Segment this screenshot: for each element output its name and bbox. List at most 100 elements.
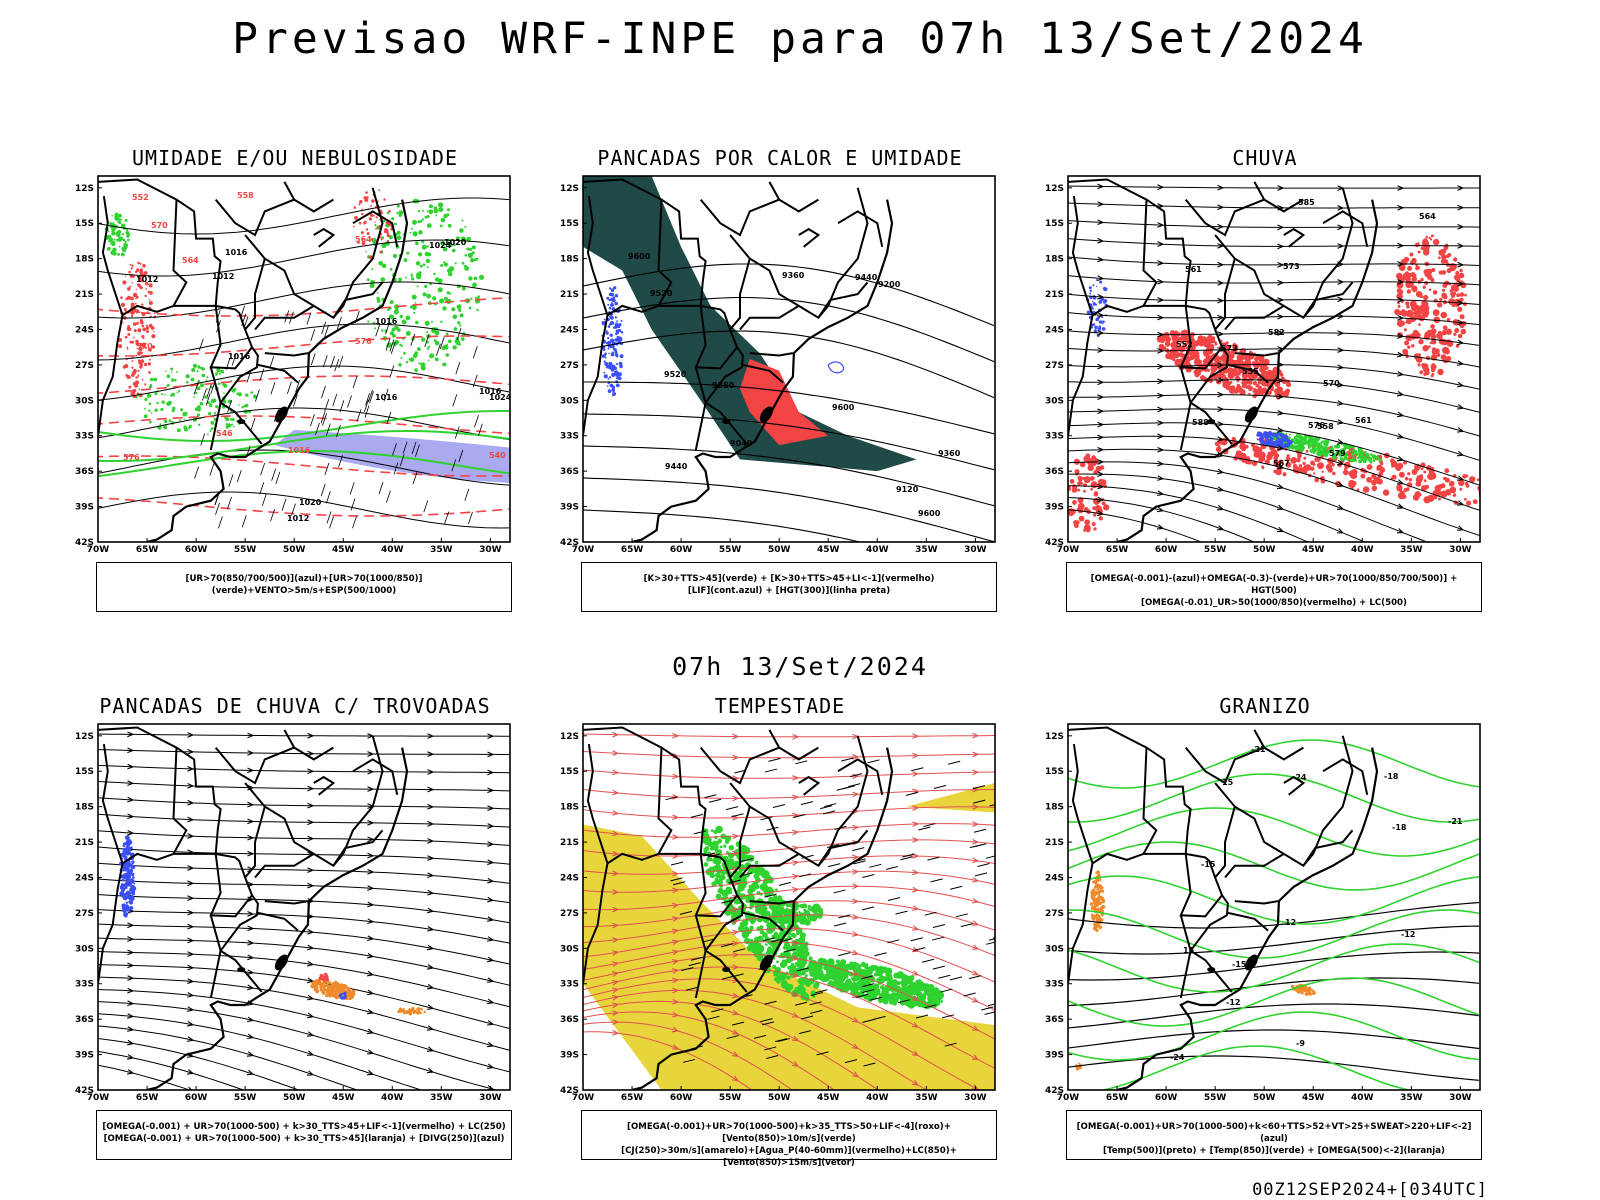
lon-tick-label: 55W <box>234 1093 257 1103</box>
lat-tick-label: 12S <box>1045 184 1064 194</box>
lon-tick-label: 40W <box>866 1093 889 1103</box>
lat-tick-label: 18S <box>75 803 94 813</box>
lat-tick-label: 21S <box>560 838 579 848</box>
lon-tick-label: 60W <box>670 1093 693 1103</box>
contour-label: 9360 <box>782 271 805 280</box>
contour-label: 570 <box>136 342 153 351</box>
contour-label: 582 <box>1268 328 1285 337</box>
lat-tick-label: 30S <box>560 396 579 406</box>
lat-tick-label: 36S <box>560 467 579 477</box>
lat-tick-label: 27S <box>1045 361 1064 371</box>
lat-tick-label: 42S <box>560 538 579 548</box>
contour-label: -21 <box>1448 817 1463 826</box>
lon-tick-label: 40W <box>1351 1093 1374 1103</box>
lon-tick-label: 70W <box>1057 545 1080 555</box>
lon-tick-label: 70W <box>87 1093 110 1103</box>
contour-label: 540 <box>489 451 506 460</box>
lat-tick-label: 30S <box>560 944 579 954</box>
contour-label: 564 <box>1419 212 1436 221</box>
contour-label: 9120 <box>896 485 919 494</box>
lat-tick-label: 21S <box>75 838 94 848</box>
lat-tick-label: 15S <box>560 219 579 229</box>
map-frame <box>582 723 996 1091</box>
contour-label: 558 <box>1317 422 1334 431</box>
contour-label: 1012 <box>287 514 309 523</box>
lat-tick-label: 30S <box>1045 944 1064 954</box>
lat-tick-label: 36S <box>560 1015 579 1025</box>
legend-line: [OMEGA(-0.001) + UR>70(1000-500) + k>30_… <box>102 1122 506 1132</box>
contour-label: 1020 <box>299 498 322 507</box>
country-borders <box>98 726 409 1090</box>
country-borders <box>1068 726 1379 1090</box>
lat-tick-label: 42S <box>75 538 94 548</box>
lon-tick-label: 45W <box>1302 545 1325 555</box>
lat-tick-label: 18S <box>560 803 579 813</box>
contour-label: 15 <box>1222 778 1234 787</box>
contour-label: 9600 <box>832 403 855 412</box>
lat-tick-label: 15S <box>1045 767 1064 777</box>
lon-tick-label: 45W <box>817 1093 840 1103</box>
panel-umidade: UMIDADE E/OU NEBULOSIDADE 1012 1012 1016 10… <box>60 146 530 626</box>
country-borders <box>583 178 894 542</box>
contour-label: 552 <box>1176 340 1193 349</box>
lat-tick-label: 18S <box>1045 803 1064 813</box>
streamlines <box>1068 183 1480 542</box>
map-canvas: 9600 9520 9600 9600 9360 9520 9440 9280 9200 9360… <box>560 175 996 555</box>
lat-tick-label: 33S <box>560 432 579 442</box>
lat-tick-label: 15S <box>1045 219 1064 229</box>
lat-tick-label: 12S <box>560 732 579 742</box>
lat-tick-label: 42S <box>1045 538 1064 548</box>
lat-tick-label: 12S <box>1045 732 1064 742</box>
lon-tick-label: 70W <box>572 545 595 555</box>
lat-tick-label: 27S <box>75 909 94 919</box>
lon-tick-label: 60W <box>185 545 208 555</box>
contour-label: -24 <box>1292 773 1307 782</box>
map-frame <box>1067 175 1481 543</box>
legend-box: [OMEGA(-0.001)+UR>70(1000-500)+k<60+TTS>… <box>1066 1110 1482 1160</box>
contour-label: -9 <box>1296 1039 1305 1048</box>
lat-tick-label: 30S <box>75 944 94 954</box>
lon-tick-label: 35W <box>1400 1093 1423 1103</box>
lat-tick-label: 39S <box>1045 1051 1064 1061</box>
lon-tick-label: 55W <box>234 545 257 555</box>
contour-label: 567 <box>1273 459 1290 468</box>
contour-label: 9520 <box>664 370 687 379</box>
lat-tick-label: 30S <box>1045 396 1064 406</box>
contour-label: 9200 <box>878 280 901 289</box>
lat-tick-label: 42S <box>75 1086 94 1096</box>
contour-label: 1016 <box>228 352 251 361</box>
panel-trovoadas: PANCADAS DE CHUVA C/ TROVOADAS 12S 15S 18S… <box>60 694 530 1174</box>
lat-tick-label: 27S <box>560 909 579 919</box>
panel-title: CHUVA <box>1232 146 1298 170</box>
map-frame <box>97 723 511 1091</box>
wind-vectors <box>193 305 483 529</box>
contour-label: 9360 <box>938 449 961 458</box>
model-run-label: 00Z12SEP2024+[034UTC] <box>1252 1180 1488 1200</box>
contour-label: 552 <box>132 193 149 202</box>
lon-tick-label: 30W <box>964 1093 987 1103</box>
panel-chuva: CHUVA 585 582 579 576 573 570 567 564 561 558 555 5… <box>1030 146 1500 626</box>
page-title: Previsao WRF-INPE para 07h 13/Set/2024 <box>232 14 1368 64</box>
lat-tick-label: 18S <box>560 255 579 265</box>
contour-label: 564 <box>355 235 372 244</box>
contour-label: 9440 <box>665 462 688 471</box>
lat-tick-label: 24S <box>75 325 94 335</box>
forecast-datetime: 07h 13/Set/2024 <box>672 652 928 681</box>
panel-title: PANCADAS DE CHUVA C/ TROVOADAS <box>99 694 491 718</box>
lon-tick-label: 55W <box>1204 1093 1227 1103</box>
lon-tick-label: 40W <box>866 545 889 555</box>
legend-line: [UR>70(850/700/500)](azul)+[UR>70(1000/8… <box>185 574 423 596</box>
panel-pancadas: PANCADAS POR CALOR E UMIDADE 9600 9520 960… <box>545 146 1015 626</box>
lon-tick-label: 45W <box>332 1093 355 1103</box>
lon-tick-label: 35W <box>915 545 938 555</box>
lat-tick-label: 39S <box>560 503 579 513</box>
lat-tick-label: 39S <box>75 503 94 513</box>
lon-tick-label: 35W <box>430 1093 453 1103</box>
lat-tick-label: 36S <box>1045 467 1064 477</box>
contour-label: 1024 <box>489 393 512 402</box>
legend-line: [OMEGA(-0.001) + UR>70(1000-500) + k>30_… <box>103 1134 505 1144</box>
